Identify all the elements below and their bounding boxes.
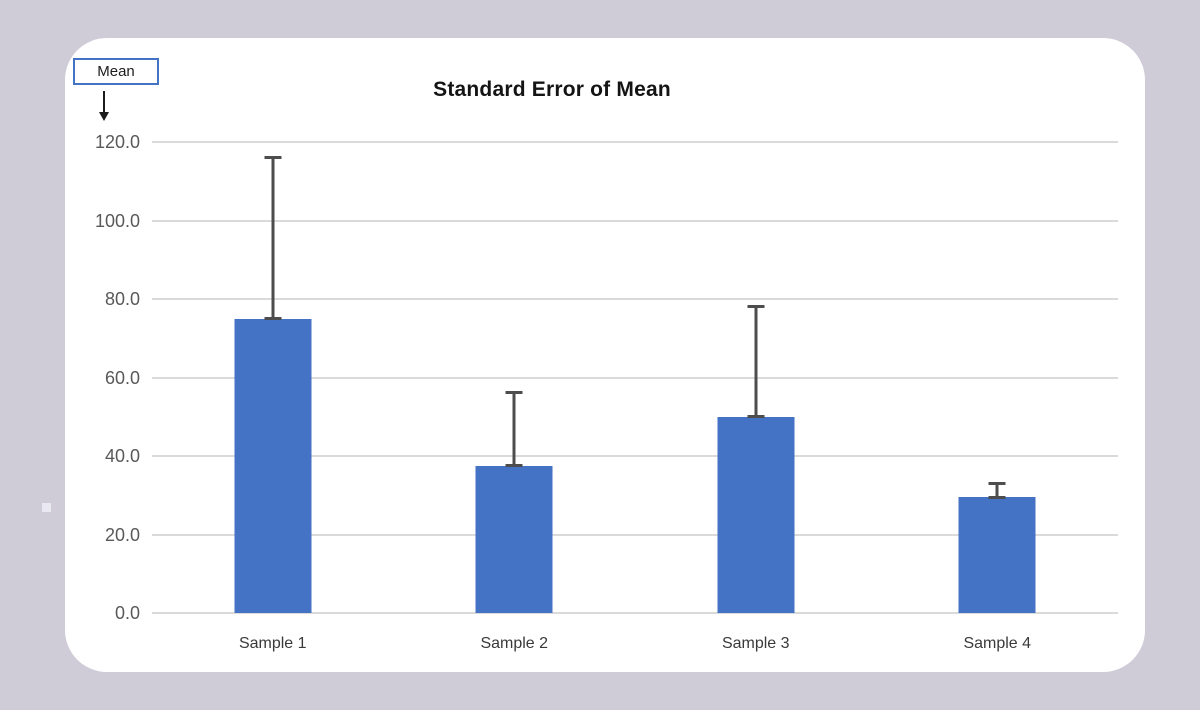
mean-label: Mean <box>97 63 135 80</box>
gridline <box>152 298 1118 300</box>
y-axis-tick-label: 120.0 <box>94 132 140 152</box>
error-bar-line <box>512 391 516 466</box>
chart-title: Standard Error of Mean <box>433 78 671 101</box>
gridline <box>152 141 1118 143</box>
error-bar-cap-top <box>747 304 765 308</box>
bar-group <box>635 142 877 613</box>
gridline <box>152 612 1118 614</box>
bar-group <box>394 142 636 613</box>
x-axis-label: Sample 2 <box>480 635 549 652</box>
bar-sample-3[interactable] <box>717 416 795 613</box>
error-bar-cap-top <box>264 155 282 159</box>
y-axis-tick-label: 100.0 <box>94 210 140 231</box>
background-artifact-square <box>42 503 51 512</box>
error-bar-cap-bottom <box>264 317 282 321</box>
down-arrow-icon <box>103 91 105 113</box>
bar-sample-2[interactable] <box>475 465 553 613</box>
y-axis-tick-label: 80.0 <box>104 289 140 309</box>
down-arrowhead-icon <box>98 112 109 121</box>
gridline <box>152 219 1118 222</box>
x-axis-label: Sample 4 <box>963 635 1032 652</box>
gridline <box>152 533 1118 536</box>
error-bar-cap-bottom <box>988 495 1006 499</box>
bar-sample-4[interactable] <box>958 497 1036 613</box>
error-bar-cap-bottom <box>505 464 523 468</box>
bar-group <box>877 142 1119 613</box>
mean-label-box[interactable]: Mean <box>73 58 159 85</box>
y-axis-tick-label: 60.0 <box>104 367 140 388</box>
error-bar-cap-top <box>505 391 523 395</box>
x-axis-labels: Sample 1 Sample 2 Sample 3 Sample 4 <box>152 635 1118 653</box>
y-axis-tick-label: 40.0 <box>104 446 140 466</box>
gridline <box>152 376 1118 379</box>
gridline <box>152 455 1118 457</box>
error-bar-line <box>754 304 758 417</box>
plot-area <box>152 142 1118 613</box>
bar-group <box>152 142 394 613</box>
x-axis-label: Sample 3 <box>721 635 790 652</box>
error-bar-line <box>995 481 999 498</box>
error-bar-cap-top <box>988 481 1006 485</box>
y-axis-tick-label: 20.0 <box>104 524 140 545</box>
error-bar-cap-bottom <box>747 415 765 419</box>
x-axis-label: Sample 1 <box>238 635 307 652</box>
bar-sample-1[interactable] <box>234 318 312 613</box>
y-axis-tick-label: 0.0 <box>114 603 140 623</box>
error-bar-line <box>271 155 275 319</box>
